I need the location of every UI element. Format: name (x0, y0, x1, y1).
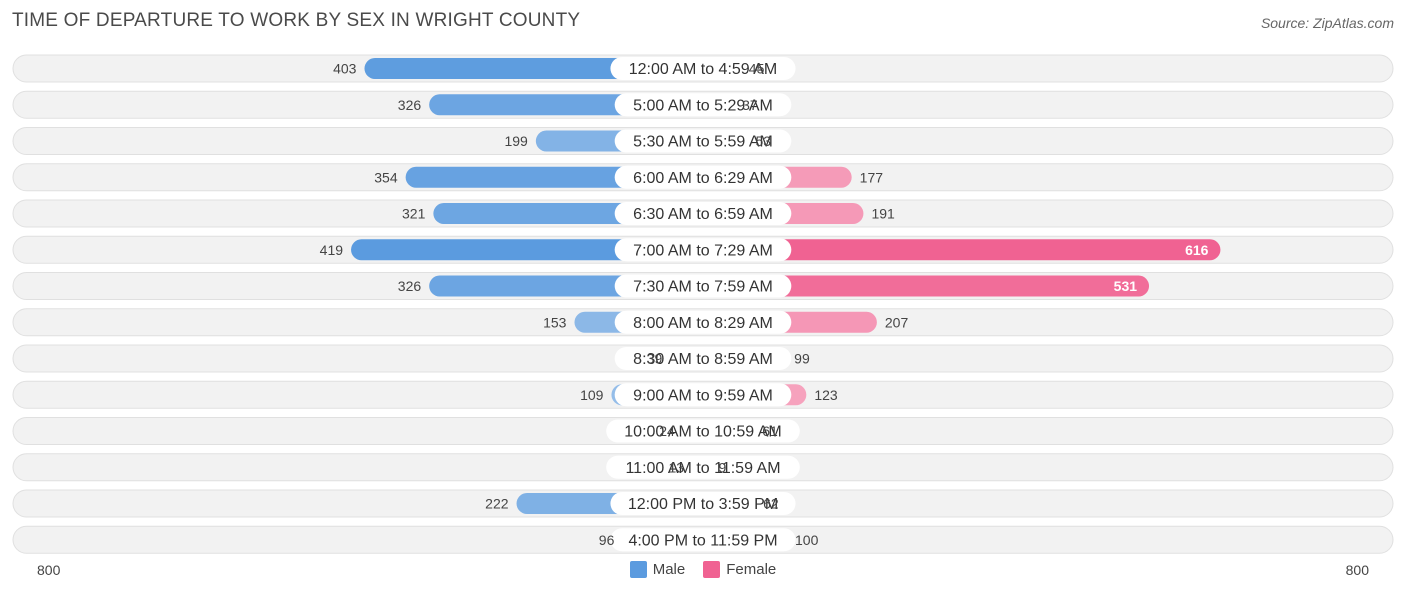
axis-left-label: 800 (37, 562, 61, 578)
legend-item-male: Male (629, 561, 686, 578)
female-value-label: 207 (885, 314, 909, 330)
female-value-label: 62 (763, 496, 779, 512)
male-value-label: 326 (398, 278, 422, 294)
category-label-pill (610, 528, 796, 552)
male-value-label: 39 (647, 351, 663, 367)
male-value-label: 199 (504, 133, 528, 149)
male-value-label: 354 (374, 169, 398, 185)
female-bar (703, 275, 1150, 297)
female-value-label: 99 (794, 351, 810, 367)
female-value-label: 616 (1185, 242, 1209, 258)
category-label-pill (614, 202, 792, 225)
female-bar (703, 239, 1221, 261)
category-label: 10:00 AM to 10:59 AM (624, 424, 781, 441)
category-label: 9:00 AM to 9:59 AM (633, 387, 773, 404)
male-value-label: 153 (543, 314, 567, 330)
male-value-label: 24 (659, 423, 675, 439)
male-value-label: 96 (599, 532, 615, 548)
category-label: 12:00 AM to 4:59 AM (629, 61, 778, 78)
category-label-pill (606, 455, 800, 479)
legend-swatch-male (629, 561, 647, 578)
female-value-label: 191 (871, 206, 895, 222)
female-value-label: 53 (756, 133, 772, 149)
category-label: 7:30 AM to 7:59 AM (633, 279, 773, 296)
category-label: 4:00 PM to 11:59 PM (628, 532, 777, 549)
category-label-pill (614, 129, 792, 153)
category-label: 7:00 AM to 7:29 AM (633, 242, 773, 259)
category-label-pill (614, 93, 792, 117)
axis-right-label: 800 (1345, 562, 1369, 578)
chart-title: TIME OF DEPARTURE TO WORK BY SEX IN WRIG… (12, 10, 581, 31)
category-label: 12:00 PM to 3:59 PM (628, 496, 778, 513)
female-value-label: 177 (860, 169, 884, 185)
category-label-pill (614, 274, 792, 298)
category-label: 11:00 AM to 11:59 AM (625, 460, 780, 477)
category-label-pill (614, 347, 792, 370)
category-label: 5:00 AM to 5:29 AM (633, 97, 773, 114)
legend: Male Female (0, 561, 1406, 578)
legend-item-female: Female (703, 561, 776, 578)
male-value-label: 109 (580, 387, 604, 403)
female-value-label: 45 (749, 61, 765, 77)
female-value-label: 531 (1114, 278, 1138, 294)
source-label: Source: ZipAtlas.com (1260, 15, 1394, 31)
category-label-pill (606, 419, 800, 443)
category-label: 6:30 AM to 6:59 AM (633, 206, 773, 223)
male-bar (351, 239, 703, 261)
legend-label-female: Female (726, 561, 777, 578)
female-value-label: 61 (762, 423, 778, 439)
female-value-label: 37 (742, 97, 758, 113)
category-label-pill (610, 492, 796, 515)
male-value-label: 222 (485, 496, 509, 512)
male-value-label: 13 (669, 459, 685, 475)
category-label: 8:30 AM to 8:59 AM (633, 351, 773, 368)
legend-swatch-female (703, 561, 721, 578)
male-value-label: 321 (402, 206, 426, 222)
category-label-pill (610, 57, 796, 80)
category-label-pill (614, 165, 792, 189)
category-label: 5:30 AM to 5:59 AM (633, 134, 773, 151)
female-value-label: 100 (795, 532, 819, 548)
male-value-label: 419 (320, 242, 344, 258)
category-label-pill (614, 310, 792, 334)
legend-label-male: Male (652, 561, 686, 578)
category-label: 8:00 AM to 8:29 AM (633, 315, 773, 332)
category-label-pill (614, 238, 792, 262)
category-label-pill (614, 383, 792, 407)
male-value-label: 403 (333, 61, 357, 77)
category-label: 6:00 AM to 6:29 AM (633, 170, 773, 187)
male-value-label: 326 (398, 97, 422, 113)
female-value-label: 123 (814, 387, 838, 403)
female-value-label: 9 (719, 459, 727, 475)
